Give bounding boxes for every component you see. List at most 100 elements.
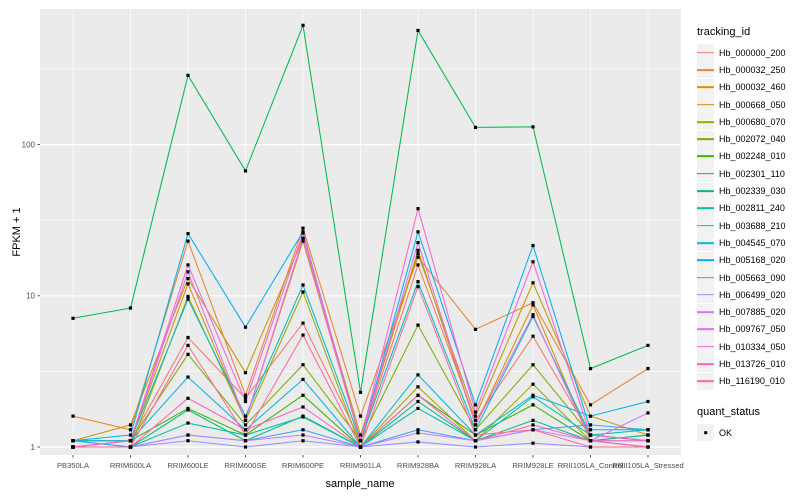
legend-item-Hb_005168_020: Hb_005168_020 [697, 251, 786, 269]
line-swatch-icon [697, 276, 714, 279]
x-tick-label: RRIM600PE [282, 461, 324, 470]
data-point [416, 428, 420, 432]
legend-key-line [697, 165, 714, 183]
legend-item-Hb_005663_090: Hb_005663_090 [697, 269, 786, 286]
legend-item-Hb_013726_010: Hb_013726_010 [697, 355, 786, 373]
data-point [646, 399, 650, 404]
data-point [588, 445, 593, 449]
line-swatch-icon [697, 155, 714, 158]
data-point [186, 439, 190, 443]
data-point [301, 377, 305, 381]
line-swatch-icon [697, 51, 714, 54]
data-point [186, 270, 190, 274]
legend-item-label: Hb_007885_020 [719, 307, 786, 318]
legend-item-Hb_002301_110: Hb_002301_110 [697, 165, 786, 183]
data-point [416, 431, 420, 435]
line-swatch-icon [697, 86, 714, 89]
data-point [531, 334, 535, 338]
data-point [243, 433, 248, 437]
data-point [186, 433, 190, 437]
legend-panel: tracking_id Hb_000000_200 Hb_000032_250 Hb… [690, 26, 786, 442]
data-point [473, 125, 478, 129]
data-point [358, 433, 363, 437]
data-point [301, 226, 305, 230]
data-point [531, 243, 535, 248]
legend-item-label: Hb_000000_200 [719, 47, 786, 58]
legend-item-label: Hb_013726_010 [719, 358, 786, 369]
line-swatch-icon [697, 138, 714, 140]
data-point [301, 433, 305, 437]
y-tick-label: 1 [31, 443, 36, 452]
data-point [531, 363, 535, 367]
legend-item-Hb_116190_010: Hb_116190_010 [697, 372, 786, 390]
data-point [243, 418, 248, 422]
data-point [301, 439, 305, 443]
data-point [301, 333, 305, 337]
data-point [416, 393, 420, 397]
data-point [473, 410, 478, 414]
data-point [531, 428, 535, 432]
data-point [531, 303, 535, 307]
data-point [243, 393, 248, 397]
data-point [531, 441, 535, 445]
legend-item-label: Hb_004545_070 [719, 237, 786, 248]
legend-item-label: Hb_010334_050 [719, 341, 786, 352]
legend-key-line [697, 113, 714, 131]
data-point [416, 406, 420, 411]
data-point [358, 439, 363, 443]
data-point [531, 260, 535, 264]
data-point [531, 313, 535, 317]
legend-item-label: Hb_006499_020 [719, 289, 786, 300]
data-point [416, 230, 420, 234]
data-point [473, 418, 478, 422]
data-point [646, 445, 650, 449]
data-point [186, 294, 190, 299]
data-point [301, 231, 305, 235]
data-point [243, 423, 248, 427]
line-swatch-icon [697, 190, 714, 192]
data-point [588, 433, 593, 437]
data-point [301, 290, 305, 294]
legend-item-Hb_004545_070: Hb_004545_070 [697, 234, 786, 252]
legend-key-line [697, 355, 714, 373]
data-point [416, 248, 420, 252]
data-point [531, 314, 535, 319]
legend-item-Hb_010334_050: Hb_010334_050 [697, 338, 786, 356]
data-point [128, 445, 133, 449]
legend-item-label: Hb_002811_240 [719, 203, 785, 214]
line-swatch-icon [697, 380, 714, 383]
legend-key-line [697, 320, 714, 338]
data-point [531, 393, 535, 397]
legend-key-line [697, 182, 714, 200]
legend-key-line [697, 78, 714, 96]
x-tick-label: RRII105LA_Stressed [612, 461, 683, 470]
y-tick-label: 10 [26, 292, 35, 301]
point-marker-icon [703, 430, 708, 435]
legend-item-label: Hb_002339_030 [719, 186, 786, 197]
data-point [186, 276, 190, 281]
legend-item-ok: OK [697, 424, 786, 442]
line-swatch-icon [697, 242, 714, 244]
data-point [301, 415, 305, 419]
legend-item-Hb_000680_070: Hb_000680_070 [697, 113, 786, 131]
data-point [243, 414, 248, 418]
legend-key-point [697, 424, 714, 442]
data-point [186, 239, 190, 243]
data-point [243, 445, 248, 449]
line-swatch-icon [697, 363, 714, 365]
line-swatch-icon [697, 328, 714, 331]
line-swatch-icon [697, 69, 714, 71]
legend-item-Hb_002072_040: Hb_002072_040 [697, 130, 786, 148]
legend-key-line [697, 269, 714, 286]
legend-item-label: Hb_005663_090 [719, 272, 786, 283]
data-point [416, 207, 420, 211]
line-swatch-icon [697, 103, 714, 106]
data-point [358, 445, 363, 449]
legend-item-Hb_007885_020: Hb_007885_020 [697, 303, 786, 321]
legend-item-label: Hb_000680_070 [719, 116, 786, 127]
line-swatch-icon [697, 311, 714, 313]
data-point [301, 393, 305, 397]
data-point [301, 283, 305, 287]
legend-item-label: Hb_002301_110 [719, 168, 785, 179]
data-point [646, 411, 650, 415]
